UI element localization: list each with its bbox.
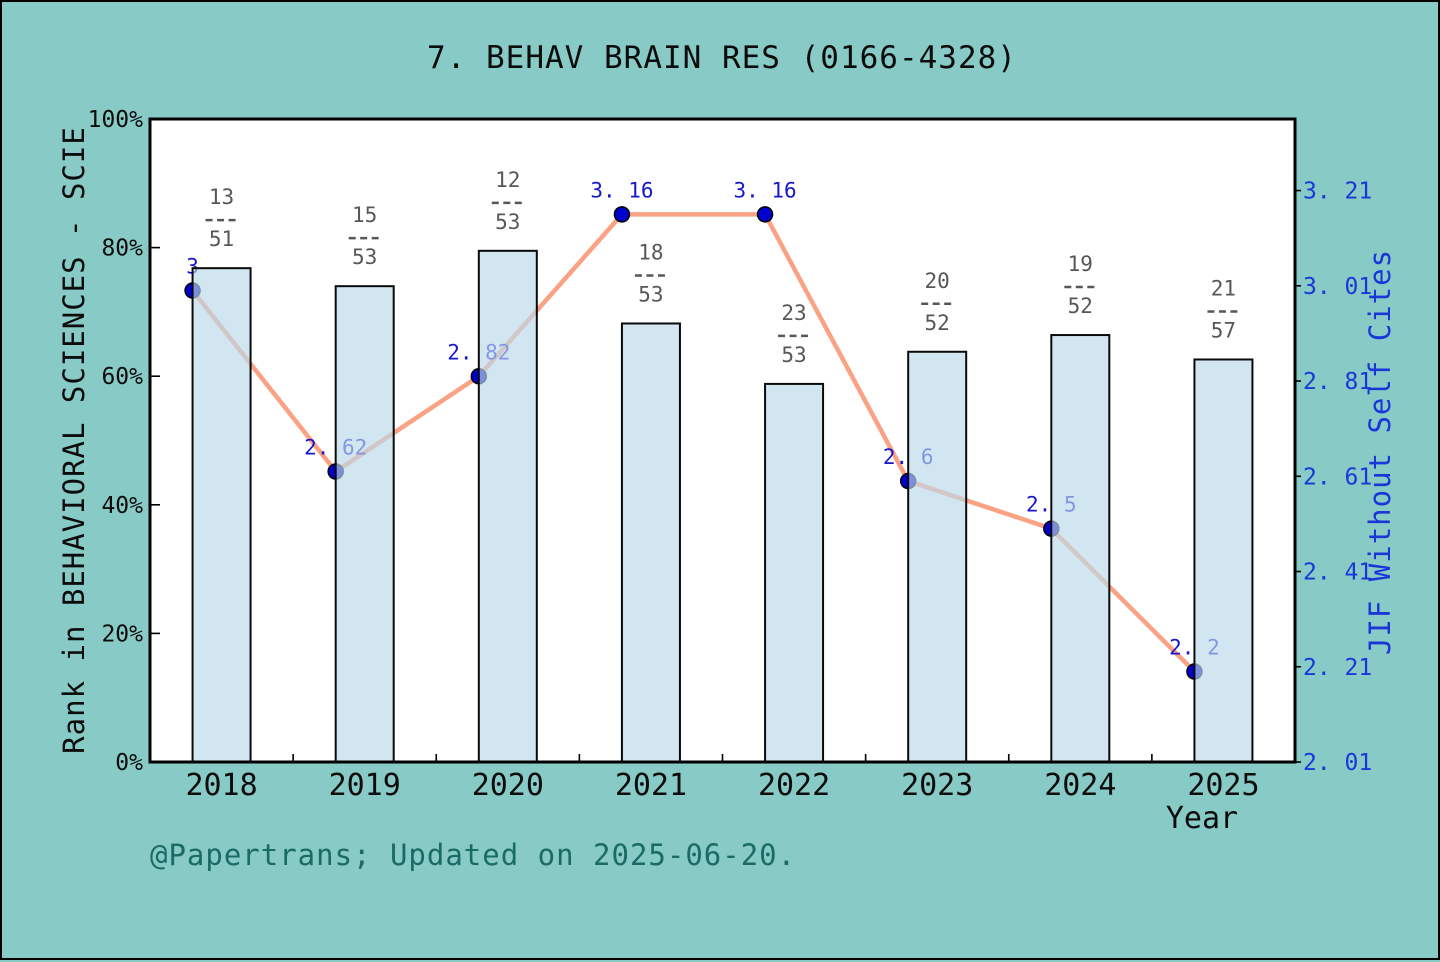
right-axis-title: JIF Without Self Cites: [1363, 248, 1397, 656]
svg-text:13: 13: [209, 185, 234, 209]
x-axis-title: Year: [1165, 801, 1239, 836]
svg-text:20: 20: [925, 269, 950, 293]
bar-2021: [620, 322, 681, 763]
x-tick-label-2024: 2024: [1044, 768, 1116, 803]
svg-text:52: 52: [1068, 294, 1093, 318]
svg-text:19: 19: [1068, 252, 1093, 276]
svg-text:15: 15: [352, 203, 377, 227]
y-right-tick-label: 2. 21: [1303, 655, 1372, 681]
bar-2024: [1050, 334, 1111, 763]
y-right-tick-label: 2. 61: [1303, 464, 1372, 490]
jif-value-label-2021: 3. 16: [590, 178, 653, 202]
x-tick-label-2019: 2019: [329, 768, 401, 803]
y-left-tick-label: 20%: [101, 621, 143, 647]
bar-2019: [334, 285, 395, 763]
y-left-tick-label: 40%: [101, 493, 143, 519]
y-left-tick-label: 80%: [101, 236, 143, 262]
svg-text:51: 51: [209, 227, 234, 251]
svg-text:52: 52: [925, 311, 950, 335]
x-tick-label-2018: 2018: [185, 768, 257, 803]
rank-fraction-2025: 21 57: [1207, 276, 1240, 342]
y-left-tick-label: 100%: [88, 107, 144, 133]
y-right-tick-label: 3. 21: [1303, 179, 1372, 205]
rank-fraction-2020: 12 53: [491, 168, 524, 234]
bar-2018: [191, 267, 252, 763]
svg-text:53: 53: [638, 282, 663, 306]
svg-text:57: 57: [1211, 318, 1236, 342]
bar-2022: [764, 382, 825, 763]
y-right-tick-label: 2. 81: [1303, 369, 1372, 395]
rank-fraction-2018: 13 51: [205, 185, 238, 251]
plot-border: [148, 117, 1297, 764]
x-tick-label-2021: 2021: [615, 768, 687, 803]
y-left-tick-label: 60%: [101, 364, 143, 390]
y-right-tick-label: 3. 01: [1303, 274, 1372, 300]
x-tick-label-2022: 2022: [758, 768, 830, 803]
svg-text:53: 53: [495, 210, 520, 234]
y-left-tick-label: 0%: [115, 750, 143, 776]
bar-2020: [477, 249, 538, 763]
rank-fraction-2022: 23 53: [778, 301, 811, 367]
x-tick-label-2025: 2025: [1187, 768, 1259, 803]
svg-text:18: 18: [638, 240, 663, 264]
x-tick-label-2023: 2023: [901, 768, 973, 803]
left-axis-title: Rank in BEHAVIORAL SCIENCES - SCIE: [57, 126, 91, 754]
jif-marker-2022: [756, 206, 774, 223]
chart-title: 7. BEHAV BRAIN RES (0166-4328): [427, 40, 1017, 76]
bar-2023: [907, 350, 968, 763]
svg-text:53: 53: [781, 343, 806, 367]
svg-text:53: 53: [352, 245, 377, 269]
svg-text:23: 23: [781, 301, 806, 325]
footer-attribution: @Papertrans; Updated on 2025-06-20.: [150, 838, 797, 872]
y-right-tick-label: 2. 41: [1303, 560, 1372, 586]
svg-text:12: 12: [495, 168, 520, 192]
x-tick-label-2020: 2020: [472, 768, 544, 803]
y-right-tick-label: 2. 01: [1303, 750, 1372, 776]
jif-value-label-2022: 3. 16: [733, 178, 796, 202]
jif-marker-2021: [613, 206, 631, 223]
bar-2025: [1193, 358, 1254, 763]
svg-text:21: 21: [1211, 276, 1236, 300]
